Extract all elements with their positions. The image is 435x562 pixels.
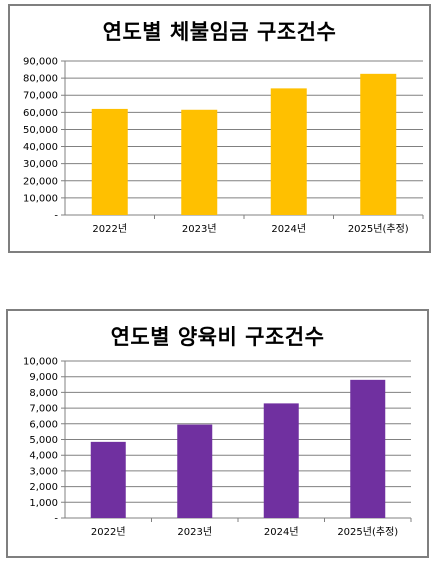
x-category-label: 2023년 bbox=[177, 526, 212, 538]
y-tick-label: 9,000 bbox=[29, 372, 58, 383]
x-category-label: 2025년(추정) bbox=[337, 526, 398, 538]
y-tick-label: 70,000 bbox=[23, 91, 58, 102]
bar-2023년 bbox=[181, 109, 218, 215]
y-tick-label: 80,000 bbox=[23, 74, 58, 85]
chart-panel-child-support: 연도별 양육비 구조건수 - 1,000 2,000 3,000 4,000 5,000 6… bbox=[6, 309, 429, 558]
x-category-label: 2022년 bbox=[92, 223, 127, 235]
x-category-label: 2024년 bbox=[271, 223, 306, 235]
y-tick-label: 6,000 bbox=[29, 419, 58, 430]
y-tick-label: - bbox=[54, 211, 58, 222]
chart-panel-wage-arrears: 연도별 체불임금 구조건수 - 10,000 20,000 30,000 40,000 5… bbox=[8, 4, 431, 253]
x-category-label: 2024년 bbox=[264, 526, 299, 538]
y-tick-label: 10,000 bbox=[23, 357, 58, 368]
y-tick-label: 60,000 bbox=[23, 108, 58, 119]
bar-2025년(추정) bbox=[350, 379, 386, 518]
x-category-label: 2025년(추정) bbox=[348, 223, 409, 235]
bar-2022년 bbox=[90, 441, 126, 518]
bar-2023년 bbox=[177, 424, 213, 518]
y-tick-label: 7,000 bbox=[29, 404, 58, 415]
y-tick-label: 5,000 bbox=[29, 435, 58, 446]
y-tick-label: 4,000 bbox=[29, 451, 58, 462]
bar-2022년 bbox=[91, 108, 128, 215]
y-tick-label: 2,000 bbox=[29, 482, 58, 493]
y-tick-label: 50,000 bbox=[23, 125, 58, 136]
y-tick-label: 90,000 bbox=[23, 57, 58, 68]
y-tick-label: 1,000 bbox=[29, 498, 58, 509]
y-tick-label: 40,000 bbox=[23, 142, 58, 153]
y-tick-label: - bbox=[54, 514, 58, 525]
bar-2024년 bbox=[263, 403, 299, 518]
y-tick-label: 8,000 bbox=[29, 388, 58, 399]
bar-2024년 bbox=[270, 88, 307, 215]
chart-title: 연도별 체불임금 구조건수 bbox=[102, 20, 337, 44]
bar-chart-child-support: - 1,000 2,000 3,000 4,000 5,000 6,000 7,000 8,00… bbox=[23, 357, 412, 538]
y-tick-label: 20,000 bbox=[23, 176, 58, 187]
bar-2025년(추정) bbox=[360, 73, 397, 215]
x-category-label: 2022년 bbox=[91, 526, 126, 538]
x-category-label: 2023년 bbox=[182, 223, 217, 235]
chart-title: 연도별 양육비 구조건수 bbox=[110, 325, 325, 349]
y-tick-label: 30,000 bbox=[23, 159, 58, 170]
bar-chart-wage-arrears: - 10,000 20,000 30,000 40,000 50,000 60,000 70,… bbox=[23, 57, 424, 235]
y-tick-label: 10,000 bbox=[23, 193, 58, 204]
y-tick-label: 3,000 bbox=[29, 466, 58, 477]
